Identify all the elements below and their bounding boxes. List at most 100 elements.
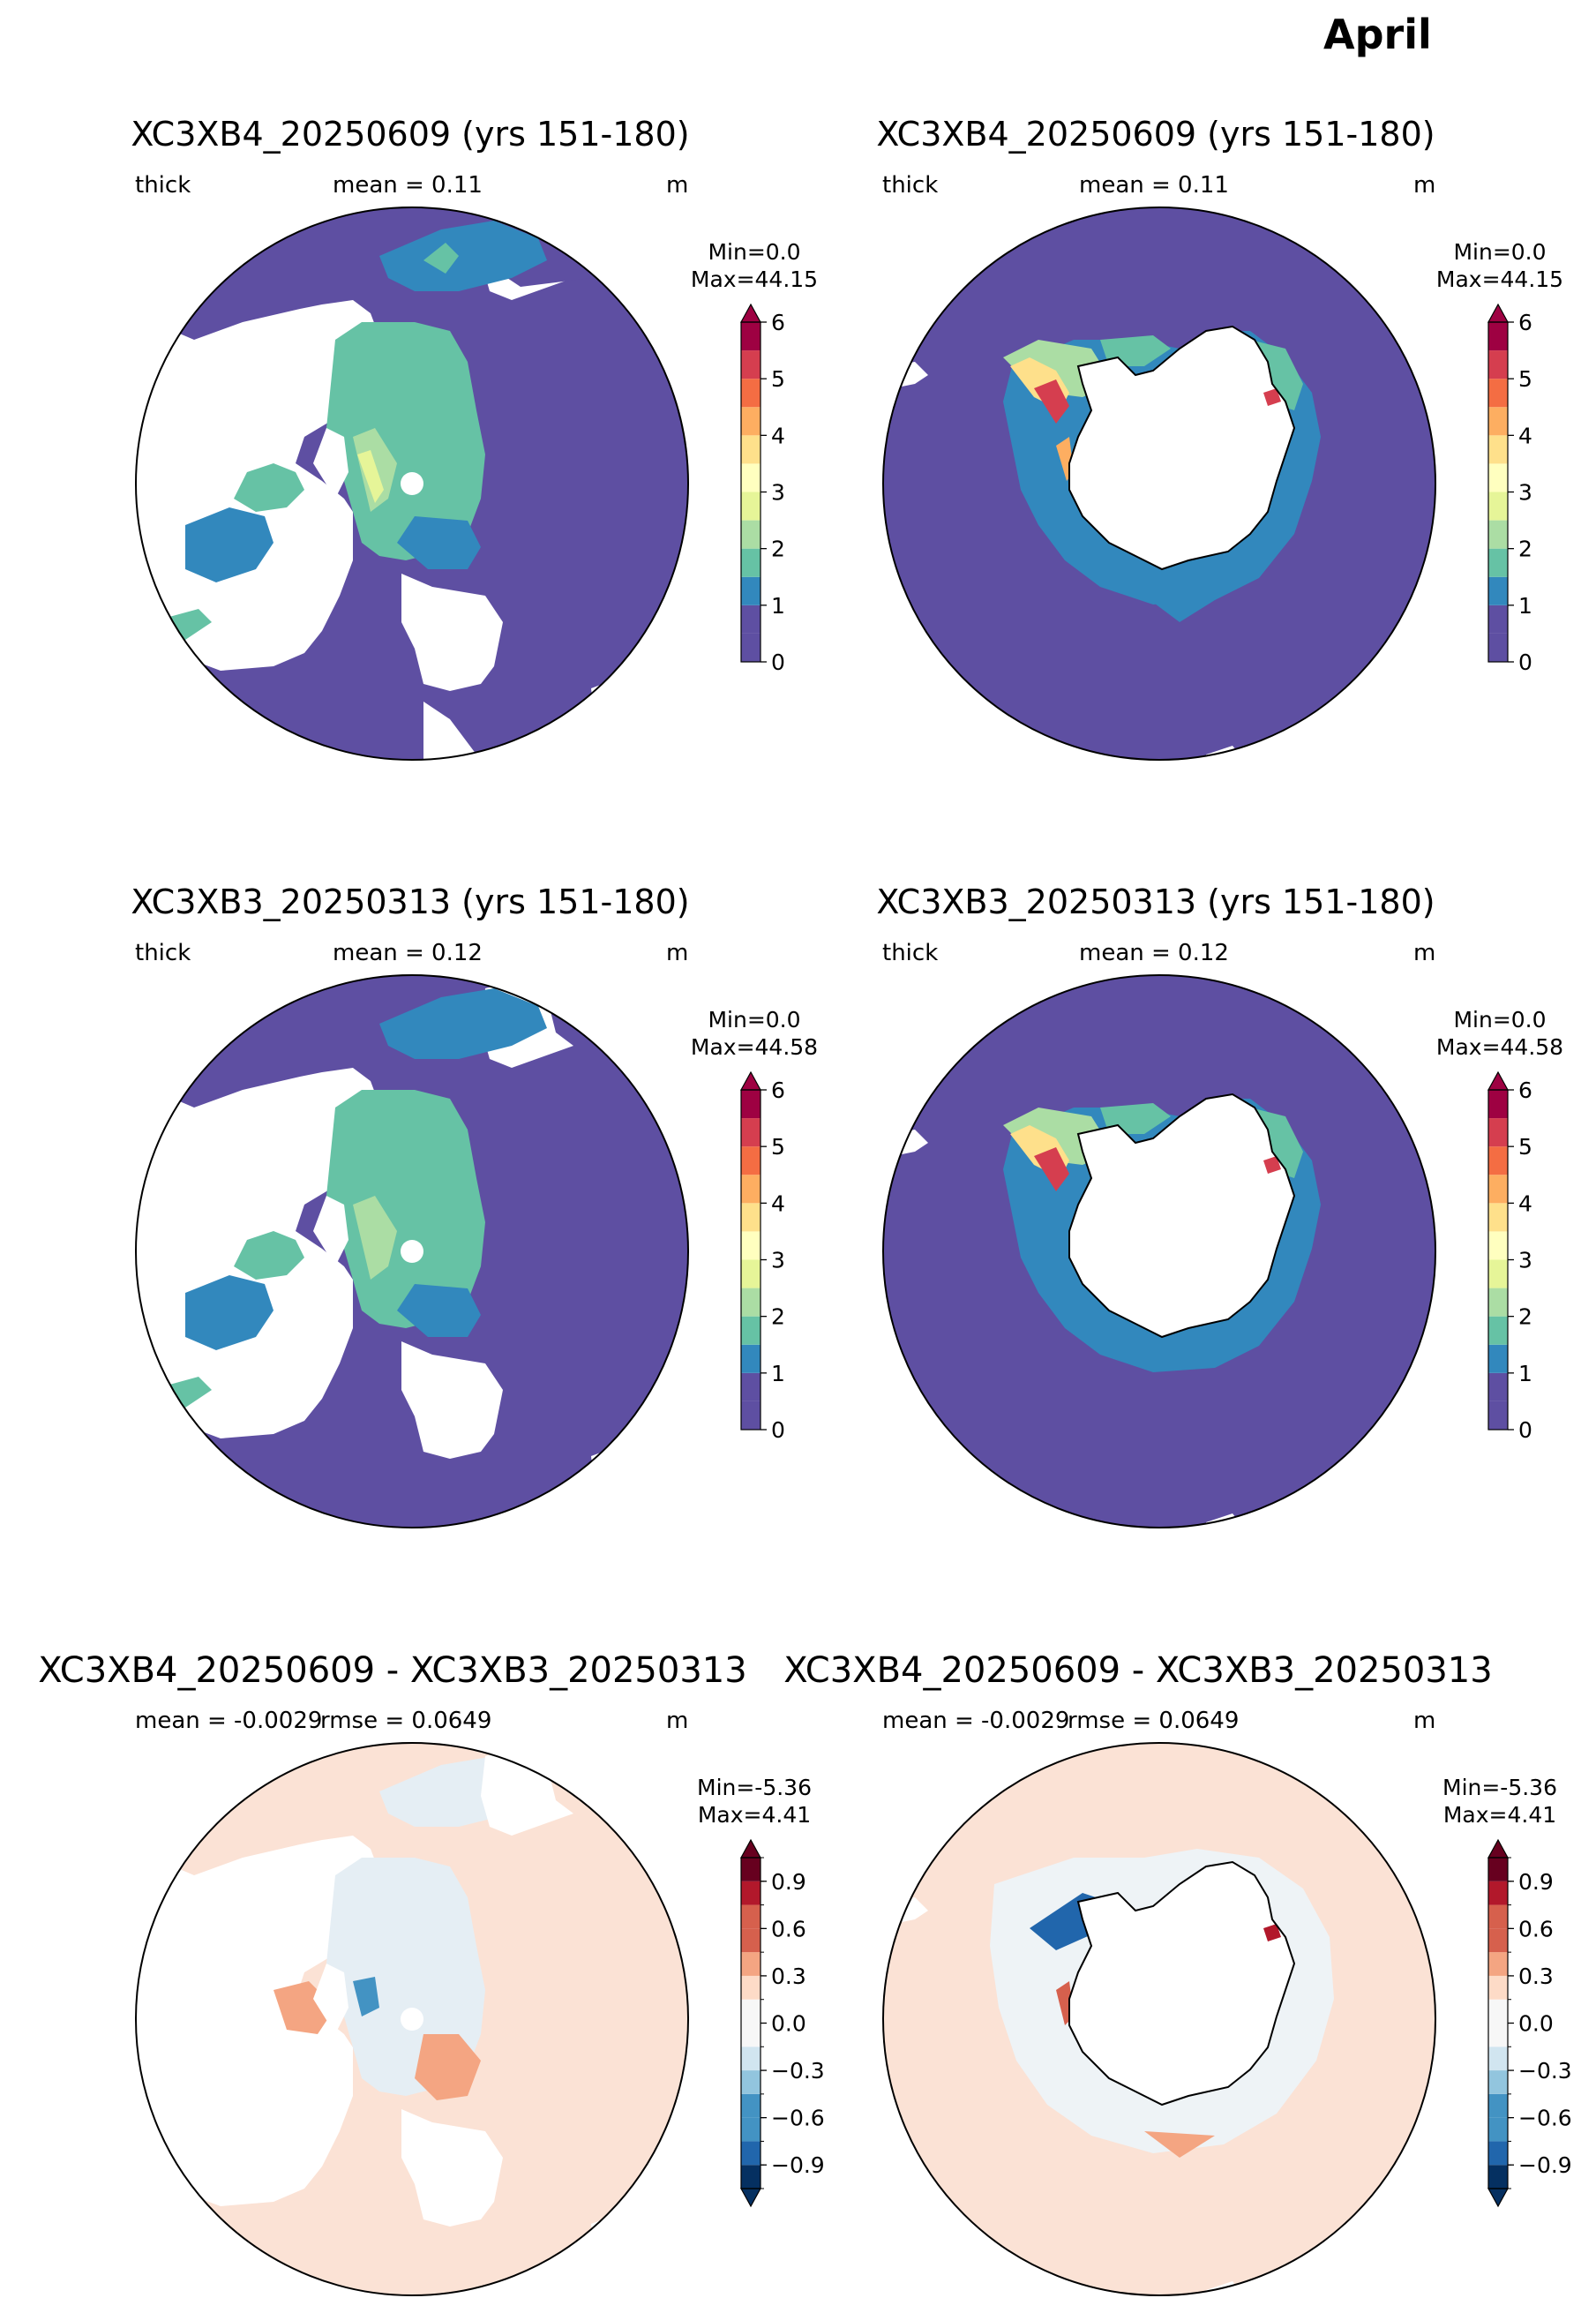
arctic-diff-map — [135, 1742, 689, 2296]
units-label: m — [1413, 940, 1436, 966]
colorbar-tick-label: −0.3 — [1518, 2058, 1572, 2084]
colorbar-bin — [1488, 1401, 1508, 1430]
colorbar-tick-label: 1 — [1518, 1361, 1532, 1386]
colorbar-tick-label: 0.3 — [1518, 1964, 1554, 1989]
colorbar-bin — [1488, 1316, 1508, 1345]
colorbar-bin — [1488, 1146, 1508, 1175]
max-label: Max=4.41 — [1442, 1802, 1557, 1828]
units-label: m — [666, 172, 689, 199]
variable-label: thick — [135, 172, 191, 199]
colorbar-tick-label: 0.0 — [771, 2011, 806, 2037]
colorbar-bin — [1488, 1203, 1508, 1232]
colorbar-bin — [1488, 1231, 1508, 1260]
colorbar-bin — [1488, 2023, 1508, 2047]
colorbar-tick-label: 1 — [771, 1361, 785, 1386]
colorbar-bin — [1488, 1952, 1508, 1976]
colorbar-extend-max — [739, 303, 762, 323]
colorbar-bin — [741, 1999, 761, 2024]
colorbar-bin — [741, 1975, 761, 2000]
colorbar-bin — [741, 1881, 761, 1905]
colorbar-bin — [1488, 605, 1508, 634]
colorbar-extend-max — [739, 1838, 762, 1859]
colorbar-tick-label: 3 — [1518, 1248, 1532, 1273]
colorbar-bin — [741, 1118, 761, 1147]
colorbar-tick-label: −0.6 — [1518, 2106, 1572, 2131]
colorbar-tick-label: −0.6 — [771, 2106, 825, 2131]
colorbar-bin — [741, 1175, 761, 1204]
panel-title: XC3XB4_20250609 - XC3XB3_20250313 — [783, 1650, 1493, 1691]
colorbar-bin — [741, 1288, 761, 1317]
units-label: m — [1413, 172, 1436, 199]
colorbar-bin — [1488, 407, 1508, 436]
min-label: Min=-5.36 — [697, 1775, 812, 1800]
colorbar-bin — [741, 1231, 761, 1260]
colorbar-tick-label: 4 — [1518, 423, 1532, 448]
colorbar-bin — [741, 379, 761, 408]
colorbar-tick-label: −0.9 — [1518, 2152, 1572, 2178]
colorbar-tick-label: 6 — [1518, 1078, 1532, 1103]
colorbar-bin — [741, 2046, 761, 2071]
colorbar-bin — [1488, 1975, 1508, 2000]
colorbar-tick-label: 0 — [771, 1417, 785, 1443]
colorbar-bin — [741, 2023, 761, 2047]
colorbar-bin — [1488, 379, 1508, 408]
colorbar-bin — [741, 2093, 761, 2118]
max-label: Max=44.15 — [1435, 267, 1564, 292]
colorbar-bin — [1488, 492, 1508, 521]
colorbar-tick-label: 2 — [771, 537, 785, 562]
colorbar-tick-label: 5 — [1518, 366, 1532, 392]
variable-label: thick — [135, 940, 191, 966]
colorbar-tick-label: 0.3 — [771, 1964, 806, 1989]
colorbar-tick-label: 5 — [771, 1134, 785, 1160]
colorbar: 0 1 2 3 4 5 6 — [739, 303, 785, 675]
colorbar-bin — [741, 2117, 761, 2142]
colorbar-bin — [1488, 576, 1508, 605]
antarctic-diff-map — [882, 1742, 1436, 2296]
mean-label: mean = 0.12 — [333, 940, 483, 966]
colorbar-tick-label: 0 — [1518, 1417, 1532, 1443]
colorbar-tick-label: 4 — [771, 1190, 785, 1216]
colorbar-bin — [741, 1372, 761, 1401]
colorbar-bin — [1488, 350, 1508, 379]
colorbar-tick-label: −0.3 — [771, 2058, 825, 2084]
units-label: m — [666, 940, 689, 966]
colorbar: 0 1 2 3 4 5 6 — [739, 1070, 785, 1443]
colorbar-bin — [741, 1904, 761, 1929]
colorbar-tick-label: 0.9 — [1518, 1869, 1554, 1895]
colorbar-tick-label: 3 — [771, 1248, 785, 1273]
max-label: Max=44.58 — [1435, 1034, 1564, 1060]
colorbar-bin — [741, 1858, 761, 1881]
colorbar-bin — [741, 1316, 761, 1345]
colorbar-bin — [1488, 1858, 1508, 1881]
colorbar-bin — [1488, 435, 1508, 464]
colorbar-bin — [741, 407, 761, 436]
colorbar-extend-max — [1487, 303, 1510, 323]
min-label: Min=0.0 — [708, 1007, 801, 1033]
colorbar-tick-label: 5 — [1518, 1134, 1532, 1160]
panel-title: XC3XB4_20250609 (yrs 151-180) — [876, 115, 1435, 154]
colorbar: 0 1 2 3 4 5 6 — [1487, 1070, 1532, 1443]
min-label: Min=0.0 — [708, 239, 801, 265]
antarctic-map — [882, 207, 1436, 761]
rmse-label: rmse = 0.0649 — [320, 1708, 492, 1734]
units-label: m — [1413, 1708, 1436, 1734]
variable-label: thick — [882, 172, 939, 199]
colorbar-tick-label: −0.9 — [771, 2152, 825, 2178]
colorbar-bin — [1488, 1344, 1508, 1373]
colorbar-bin — [741, 1146, 761, 1175]
antarctic-map — [882, 974, 1436, 1528]
colorbar-tick-label: 1 — [1518, 593, 1532, 619]
panel-title: XC3XB4_20250609 - XC3XB3_20250313 — [38, 1650, 747, 1691]
min-label: Min=-5.36 — [1442, 1775, 1557, 1800]
colorbar-tick-label: 0.6 — [771, 1916, 806, 1941]
colorbar: 0 1 2 3 4 5 6 — [1487, 303, 1532, 675]
mean-label: mean = 0.11 — [333, 172, 483, 199]
figure-title: April — [1323, 11, 1432, 58]
colorbar-tick-label: 0 — [1518, 650, 1532, 675]
max-label: Max=4.41 — [697, 1802, 812, 1828]
mean-label: mean = -0.0029 — [882, 1708, 1070, 1734]
colorbar-bin — [1488, 1928, 1508, 1953]
colorbar-bin — [741, 605, 761, 634]
colorbar-tick-label: 0.0 — [1518, 2011, 1554, 2037]
colorbar-bin — [1488, 1090, 1508, 1119]
